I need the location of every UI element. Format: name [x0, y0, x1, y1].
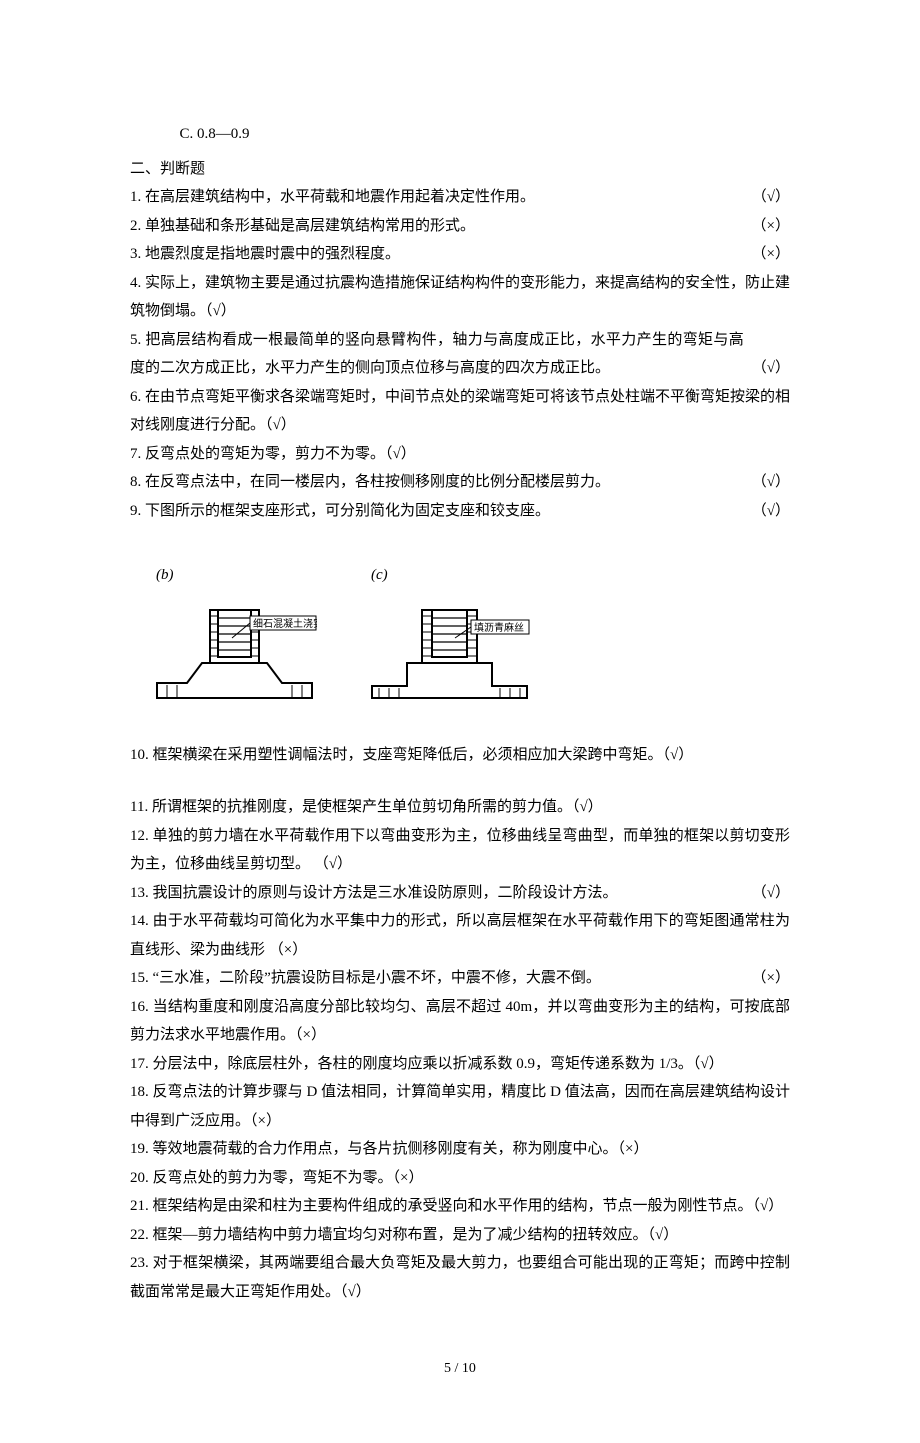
- tf-q15-mark: （×）: [744, 964, 790, 993]
- tf-q9-text: 9. 下图所示的框架支座形式，可分别简化为固定支座和铰支座。: [130, 497, 744, 526]
- tf-q3-text: 3. 地震烈度是指地震时震中的强烈程度。: [130, 240, 744, 269]
- svg-text:细石混凝土浇实: 细石混凝土浇实: [253, 617, 317, 630]
- tf-q2: 2. 单独基础和条形基础是高层建筑结构常用的形式。 （×）: [130, 212, 790, 241]
- footing-diagram-c: 填沥青麻丝: [367, 598, 537, 713]
- tf-q9: 9. 下图所示的框架支座形式，可分别简化为固定支座和铰支座。 （√）: [130, 497, 790, 526]
- figure-b: (b): [152, 561, 317, 713]
- tf-q14: 14. 由于水平荷载均可简化为水平集中力的形式，所以高层框架在水平荷载作用下的弯…: [130, 907, 790, 964]
- tf-q11: 11. 所谓框架的抗推刚度，是使框架产生单位剪切角所需的剪力值。（√）: [130, 793, 790, 822]
- tf-q3: 3. 地震烈度是指地震时震中的强烈程度。 （×）: [130, 240, 790, 269]
- tf-q3-mark: （×）: [744, 240, 790, 269]
- tf-q13-mark: （√）: [744, 879, 790, 908]
- section-2-heading: 二、判断题: [130, 155, 790, 184]
- tf-q5-mark: （√）: [744, 354, 790, 383]
- tf-q7: 7. 反弯点处的弯矩为零，剪力不为零。（√）: [130, 440, 790, 469]
- tf-q19: 19. 等效地震荷载的合力作用点，与各片抗侧移刚度有关，称为刚度中心。（×）: [130, 1135, 790, 1164]
- tf-q10: 10. 框架横梁在采用塑性调幅法时，支座弯矩降低后，必须相应加大梁跨中弯矩。（√…: [130, 741, 790, 770]
- tf-q17: 17. 分层法中，除底层柱外，各柱的刚度均应乘以折减系数 0.9，弯矩传递系数为…: [130, 1050, 790, 1079]
- tf-q2-mark: （×）: [744, 212, 790, 241]
- tf-q15-text: 15. “三水准，二阶段”抗震设防目标是小震不坏，中震不修，大震不倒。: [130, 964, 744, 993]
- figure-row: (b): [152, 561, 790, 713]
- tf-q13: 13. 我国抗震设计的原则与设计方法是三水准设防原则，二阶段设计方法。 （√）: [130, 879, 790, 908]
- tf-q9-mark: （√）: [744, 497, 790, 526]
- option-c: C. 0.8—0.9: [130, 120, 790, 149]
- page-number: 5 / 10: [130, 1356, 790, 1383]
- tf-q1: 1. 在高层建筑结构中，水平荷载和地震作用起着决定性作用。 （√）: [130, 183, 790, 212]
- figure-c: (c): [367, 561, 537, 713]
- tf-q2-text: 2. 单独基础和条形基础是高层建筑结构常用的形式。: [130, 212, 744, 241]
- tf-q1-mark: （√）: [744, 183, 790, 212]
- tf-q21: 21. 框架结构是由梁和柱为主要构件组成的承受竖向和水平作用的结构，节点一般为刚…: [130, 1192, 790, 1221]
- tf-q12: 12. 单独的剪力墙在水平荷载作用下以弯曲变形为主，位移曲线呈弯曲型，而单独的框…: [130, 822, 790, 879]
- tf-q5: 5. 把高层结构看成一根最简单的竖向悬臂构件，轴力与高度成正比，水平力产生的弯矩…: [130, 326, 790, 383]
- tf-q15: 15. “三水准，二阶段”抗震设防目标是小震不坏，中震不修，大震不倒。 （×）: [130, 964, 790, 993]
- tf-q4: 4. 实际上，建筑物主要是通过抗震构造措施保证结构构件的变形能力，来提高结构的安…: [130, 269, 790, 326]
- footing-diagram-b: 细石混凝土浇实: [152, 598, 317, 713]
- tf-q1-text: 1. 在高层建筑结构中，水平荷载和地震作用起着决定性作用。: [130, 183, 744, 212]
- tf-q22: 22. 框架—剪力墙结构中剪力墙宜均匀对称布置，是为了减少结构的扭转效应。（√）: [130, 1221, 790, 1250]
- tf-q20: 20. 反弯点处的剪力为零，弯矩不为零。（×）: [130, 1164, 790, 1193]
- tf-q16: 16. 当结构重度和刚度沿高度分部比较均匀、高层不超过 40m，并以弯曲变形为主…: [130, 993, 790, 1050]
- figure-c-tag: (c): [371, 561, 388, 590]
- tf-q8-text: 8. 在反弯点法中，在同一楼层内，各柱按侧移刚度的比例分配楼层剪力。: [130, 468, 744, 497]
- figure-b-tag: (b): [156, 561, 174, 590]
- tf-q5-text: 5. 把高层结构看成一根最简单的竖向悬臂构件，轴力与高度成正比，水平力产生的弯矩…: [130, 326, 744, 383]
- tf-q13-text: 13. 我国抗震设计的原则与设计方法是三水准设防原则，二阶段设计方法。: [130, 879, 744, 908]
- tf-q8-mark: （√）: [744, 468, 790, 497]
- tf-q6: 6. 在由节点弯矩平衡求各梁端弯矩时，中间节点处的梁端弯矩可将该节点处柱端不平衡…: [130, 383, 790, 440]
- tf-q23: 23. 对于框架横梁，其两端要组合最大负弯矩及最大剪力，也要组合可能出现的正弯矩…: [130, 1249, 790, 1306]
- tf-q8: 8. 在反弯点法中，在同一楼层内，各柱按侧移刚度的比例分配楼层剪力。 （√）: [130, 468, 790, 497]
- tf-q18: 18. 反弯点法的计算步骤与 D 值法相同，计算简单实用，精度比 D 值法高，因…: [130, 1078, 790, 1135]
- svg-text:填沥青麻丝: 填沥青麻丝: [474, 621, 524, 634]
